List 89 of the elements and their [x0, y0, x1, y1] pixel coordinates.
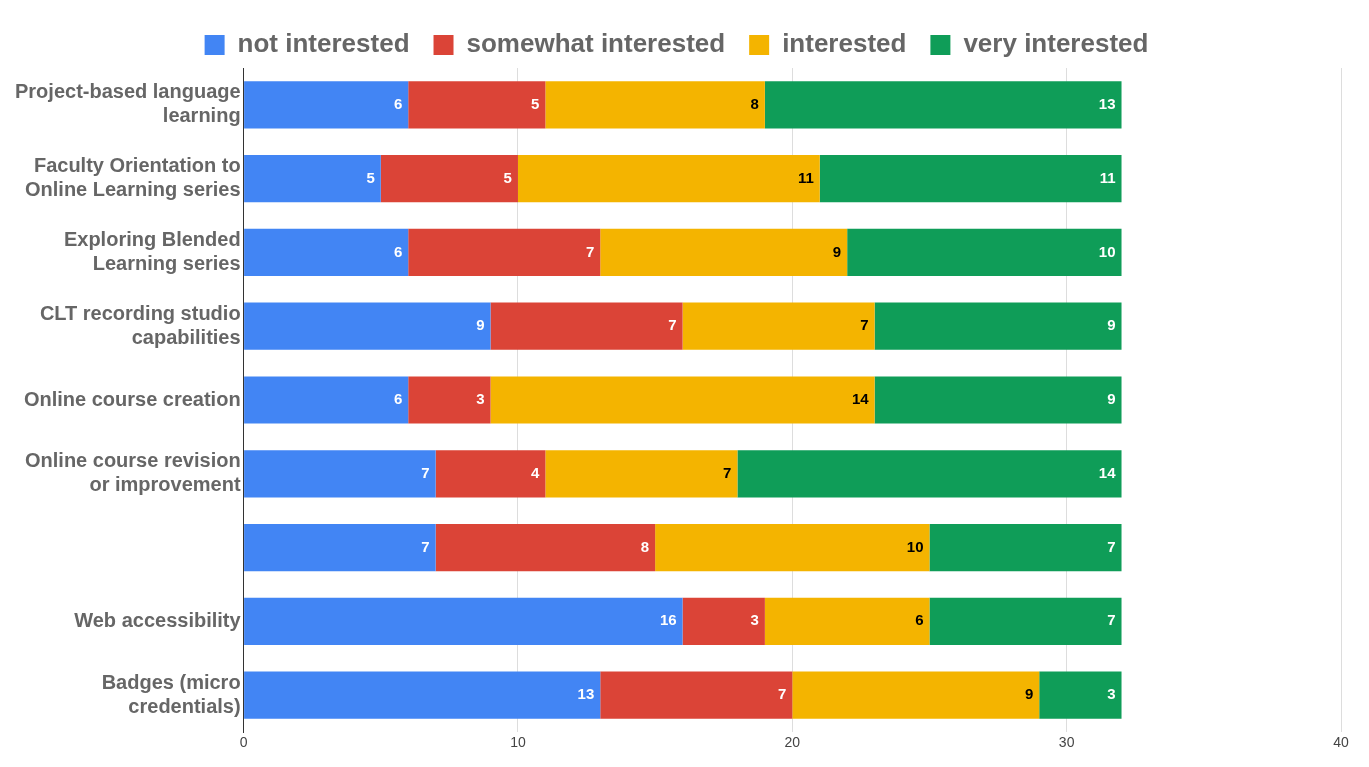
bar — [244, 450, 436, 498]
y-tick-label: Web accessibility — [74, 608, 242, 631]
bar — [244, 228, 409, 277]
data-label: 3 — [750, 611, 759, 629]
x-tick-label: 20 — [784, 734, 801, 751]
data-label: 5 — [503, 168, 512, 186]
bar — [600, 671, 793, 719]
bar — [244, 376, 409, 424]
bar — [380, 155, 518, 203]
bar — [655, 523, 930, 572]
data-label: 9 — [1024, 685, 1034, 703]
y-tick-label: Project-based language learning — [14, 80, 241, 127]
legend-label: very interested — [963, 28, 1149, 59]
bar — [545, 450, 738, 498]
data-label: 5 — [531, 95, 540, 113]
data-label: 7 — [1107, 537, 1116, 555]
bar — [737, 450, 1122, 498]
bar — [792, 671, 1040, 719]
bar — [408, 376, 491, 424]
bar — [435, 523, 656, 572]
data-label: 6 — [393, 242, 403, 260]
data-label: 10 — [906, 537, 924, 555]
data-label: 7 — [1107, 611, 1116, 629]
bar — [847, 228, 1122, 277]
data-label: 7 — [668, 316, 677, 334]
bar — [874, 376, 1122, 424]
bar — [244, 302, 491, 350]
bar — [435, 450, 546, 498]
bar — [490, 376, 875, 424]
data-label: 7 — [777, 685, 787, 703]
x-tick-label: 10 — [510, 734, 526, 751]
data-label: 11 — [1099, 168, 1116, 186]
data-label: 9 — [832, 242, 842, 260]
x-tick-label: 0 — [239, 734, 248, 751]
data-label: 7 — [723, 463, 732, 481]
data-label: 3 — [1107, 685, 1116, 703]
bar — [408, 228, 601, 277]
y-tick-label: Online course creation — [23, 387, 241, 410]
data-label: 16 — [659, 611, 677, 629]
data-label: 11 — [797, 168, 814, 186]
data-label: 9 — [1107, 390, 1116, 408]
data-label: 7 — [421, 463, 430, 481]
bar — [490, 302, 683, 350]
y-tick-label: Online course revision or improvement — [24, 449, 241, 496]
bar — [1039, 671, 1122, 719]
data-label: 10 — [1098, 242, 1116, 260]
data-label: 4 — [531, 463, 541, 481]
data-label: 8 — [750, 95, 759, 113]
data-label: 5 — [366, 168, 375, 186]
data-label: 13 — [577, 685, 595, 703]
data-label: 14 — [851, 390, 870, 408]
data-label: 14 — [1098, 463, 1117, 481]
bar — [600, 228, 848, 277]
y-tick-label: Badges (micro credentials) — [101, 670, 241, 717]
bar — [819, 155, 1122, 203]
data-label: 6 — [915, 611, 924, 629]
data-label: 7 — [421, 537, 430, 555]
legend-label: interested — [782, 28, 907, 59]
data-label: 7 — [585, 242, 595, 260]
y-tick-label: Exploring Blended Learning series — [63, 227, 241, 274]
bar — [764, 81, 1122, 129]
data-label: 9 — [1107, 316, 1116, 334]
data-label: 9 — [476, 316, 485, 334]
data-label: 7 — [860, 316, 869, 334]
data-label: 13 — [1098, 95, 1116, 113]
bar — [682, 597, 765, 645]
legend-label: not interested — [237, 28, 410, 59]
bar — [244, 81, 409, 129]
bar — [244, 671, 601, 719]
data-label: 6 — [393, 390, 403, 408]
bar — [929, 597, 1122, 645]
x-tick-label: 30 — [1058, 734, 1075, 751]
x-tick-label: 40 — [1333, 734, 1349, 751]
bar — [244, 597, 683, 645]
bar — [764, 597, 930, 645]
y-tick-label: Faculty Orientation to Online Learning series — [24, 154, 241, 201]
data-label: 8 — [640, 537, 650, 555]
bar — [244, 523, 436, 572]
bar — [545, 81, 765, 129]
bar — [874, 302, 1122, 350]
y-tick-label: CLT recording studio capabilities — [39, 301, 241, 348]
bar — [244, 155, 381, 203]
bar — [517, 155, 820, 203]
data-label: 3 — [476, 390, 485, 408]
bar — [682, 302, 875, 350]
bar — [408, 81, 546, 129]
bar — [929, 523, 1122, 572]
data-label: 6 — [393, 95, 403, 113]
legend-label: somewhat interested — [466, 28, 726, 59]
